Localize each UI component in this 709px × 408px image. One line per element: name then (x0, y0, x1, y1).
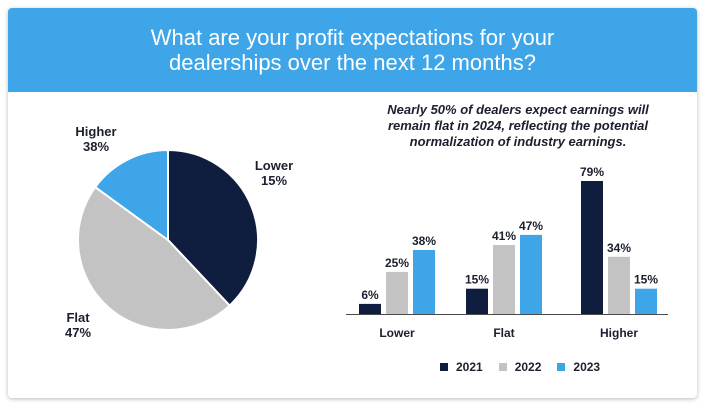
pie-label-lower-name: Lower (254, 158, 294, 173)
pie-slice-higher (94, 149, 169, 241)
legend-swatch-2022 (498, 363, 507, 371)
data-label-flat-2021: 15% (465, 273, 489, 287)
chart-card: What are your profit expectations for yo… (8, 8, 697, 398)
bar-lower-2022 (386, 271, 408, 314)
data-label-flat-2023: 47% (519, 219, 543, 233)
pie-label-lower-value: 15% (260, 173, 288, 188)
bar-chart-subtitle: Nearly 50% of dealers expect earnings wi… (387, 102, 649, 149)
pie-slice-lower (167, 149, 259, 307)
bar-higher-2022 (608, 256, 630, 314)
x-tick-label-lower: Lower (379, 326, 415, 340)
pie-label-flat-value: 47% (64, 325, 92, 340)
data-label-higher-2023: 15% (634, 273, 658, 287)
pie-label-flat: Flat 47% (58, 310, 98, 340)
legend-item-2022: 2022 (498, 360, 542, 374)
bar-flat-2023 (520, 234, 542, 314)
data-label-lower-2021: 6% (361, 288, 379, 302)
bar-lower-2021 (359, 303, 381, 314)
data-label-lower-2022: 25% (385, 256, 409, 270)
legend-swatch-2023 (557, 363, 566, 371)
pie-label-lower: Lower 15% (244, 158, 304, 188)
page-title: What are your profit expectations for yo… (150, 25, 555, 75)
data-label-higher-2022: 34% (607, 241, 631, 255)
bar-flat-2021 (466, 288, 488, 314)
title-banner: What are your profit expectations for yo… (8, 8, 697, 92)
x-tick-label-higher: Higher (600, 326, 638, 340)
data-label-flat-2022: 41% (492, 229, 516, 243)
bar-lower-2023 (413, 250, 435, 314)
bar-chart-legend: 2021 2022 2023 (440, 359, 600, 375)
bar-flat-2022 (493, 245, 515, 314)
bar-higher-2023 (635, 288, 657, 314)
data-label-lower-2023: 38% (412, 234, 436, 248)
legend-label-2023: 2023 (573, 360, 601, 374)
pie-label-higher-name: Higher (75, 124, 117, 139)
x-tick-label-flat: Flat (493, 326, 514, 340)
charts-canvas: 6%25%38%Lower15%41%47%Flat79%34%15%Highe… (77, 149, 668, 340)
data-label-higher-2021: 79% (580, 165, 604, 179)
legend-item-2023: 2023 (557, 360, 600, 374)
legend-swatch-2021 (440, 363, 448, 371)
legend-label-2021: 2021 (456, 360, 483, 374)
legend-label-2022: 2022 (514, 360, 542, 374)
pie-slice-flat (77, 186, 231, 331)
pie-label-higher: Higher 38% (68, 124, 124, 154)
pie-label-flat-name: Flat (66, 310, 90, 325)
bar-higher-2021 (581, 181, 603, 314)
pie-label-higher-value: 38% (82, 139, 110, 154)
legend-item-2021: 2021 (440, 360, 483, 374)
